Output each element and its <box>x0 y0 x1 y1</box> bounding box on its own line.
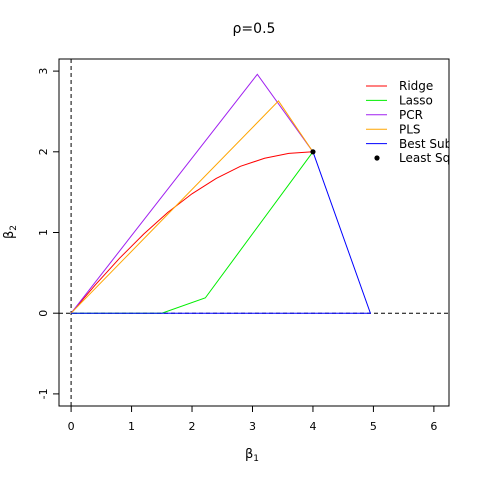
series-line-lasso <box>71 151 314 314</box>
x-tick-label: 4 <box>309 420 316 433</box>
y-axis-title-subscript: 2 <box>9 225 19 231</box>
y-tick-label: 0 <box>37 310 50 317</box>
x-tick-label: 2 <box>189 420 196 433</box>
x-tick-label: 6 <box>430 420 437 433</box>
legend-label: Ridge <box>399 79 433 93</box>
legend-label: Least Squares <box>399 151 480 165</box>
point-least-squares <box>310 149 316 155</box>
x-axis-title-subscript: 1 <box>253 454 259 464</box>
plot-lines <box>59 59 449 406</box>
y-tick-label: 2 <box>37 148 50 155</box>
legend-label: PLS <box>399 122 421 136</box>
legend-label: Best Subset <box>399 137 471 151</box>
y-axis-title: β2 <box>2 225 19 239</box>
x-tick-label: 1 <box>128 420 135 433</box>
y-tick-label: -1 <box>37 388 50 399</box>
series-line-pls <box>70 100 314 314</box>
y-tick-label: 3 <box>37 68 50 75</box>
x-axis-title: β1 <box>245 447 259 464</box>
x-tick-label: 5 <box>370 420 377 433</box>
x-axis-ticks: 0 1 2 3 4 5 6 <box>68 406 437 433</box>
series-line-best-subset <box>71 151 372 314</box>
x-tick-label: 3 <box>249 420 256 433</box>
y-tick-label: 1 <box>37 229 50 236</box>
x-tick-label: 0 <box>68 420 75 433</box>
legend-label: Lasso <box>399 94 433 108</box>
chart-title: ρ=0.5 <box>233 21 276 37</box>
y-axis-ticks: -1 0 1 2 3 <box>37 68 59 399</box>
series-line-pcr <box>70 73 314 314</box>
legend-label: PCR <box>399 108 423 122</box>
legend-swatch <box>374 155 380 161</box>
series-line-ridge <box>70 151 313 314</box>
